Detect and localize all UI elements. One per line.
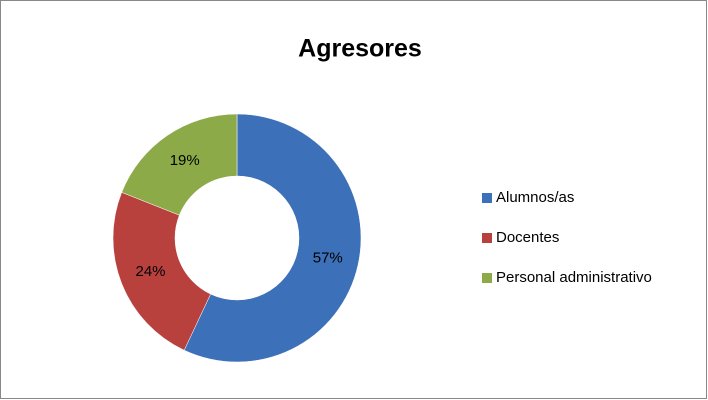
legend-label: Alumnos/as xyxy=(496,189,574,206)
donut-slice xyxy=(183,113,362,363)
data-label: 19% xyxy=(170,152,200,169)
legend-swatch xyxy=(482,193,492,203)
data-label: 24% xyxy=(136,263,166,280)
donut-slice xyxy=(112,192,211,351)
chart-title: Agresores xyxy=(298,35,422,63)
legend-label: Docentes xyxy=(496,229,559,246)
donut-slice xyxy=(121,113,238,216)
legend-swatch xyxy=(482,233,492,243)
legend-swatch xyxy=(482,273,492,283)
data-label: 57% xyxy=(313,249,343,266)
legend-label: Personal administrativo xyxy=(496,269,652,286)
